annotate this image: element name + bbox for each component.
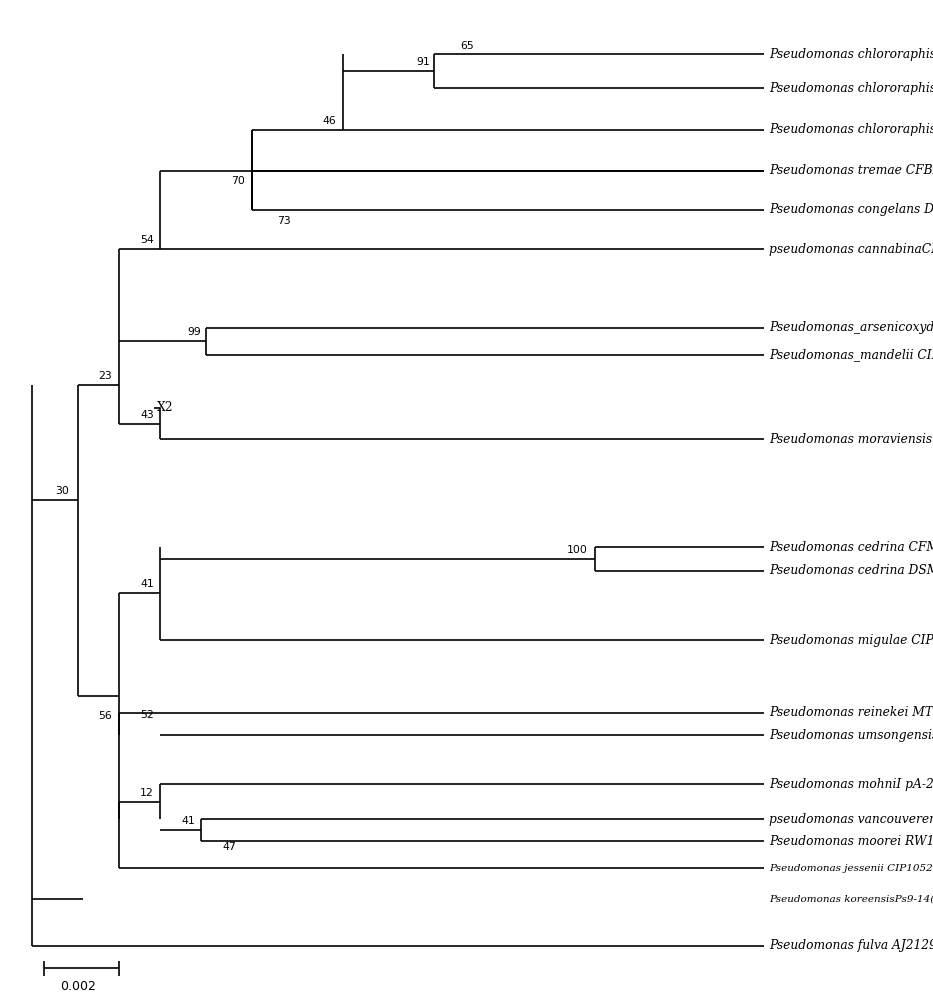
Text: 99: 99 — [188, 327, 202, 337]
Text: 70: 70 — [231, 176, 245, 186]
Text: 56: 56 — [98, 711, 112, 721]
Text: Pseudomonas migulae CIP105470(AF0743830: Pseudomonas migulae CIP105470(AF0743830 — [769, 634, 933, 647]
Text: 47: 47 — [222, 842, 236, 852]
Text: 30: 30 — [55, 486, 69, 496]
Text: pseudomonas vancouverensis DhA-51ATCC700688（AJ011507）: pseudomonas vancouverensis DhA-51ATCC700… — [769, 813, 933, 826]
Text: 41: 41 — [140, 579, 154, 589]
Text: 52: 52 — [140, 710, 154, 720]
Text: Pseudomonas mohniI pA-2（AM293567）: Pseudomonas mohniI pA-2（AM293567） — [769, 778, 933, 791]
Text: 46: 46 — [323, 116, 337, 126]
Text: 0.002: 0.002 — [60, 980, 96, 993]
Text: Pseudomonas umsongensis Ps310（AF468450）: Pseudomonas umsongensis Ps310（AF468450） — [769, 729, 933, 742]
Text: Pseudomonas congelans DSM14939LMG21466P538/23(AJ492828): Pseudomonas congelans DSM14939LMG21466P5… — [769, 203, 933, 216]
Text: Pseudomonas moorei RW10(AM293566): Pseudomonas moorei RW10(AM293566) — [769, 835, 933, 848]
Text: 54: 54 — [140, 235, 154, 245]
Text: Pseudomonas chlororaphis JF3835（FJ168539）: Pseudomonas chlororaphis JF3835（FJ168539… — [769, 48, 933, 61]
Text: 91: 91 — [416, 57, 430, 67]
Text: 12: 12 — [140, 788, 154, 798]
Text: Pseudomonas koreensisPs9-14(AF468452): Pseudomonas koreensisPs9-14(AF468452) — [769, 894, 933, 903]
Text: 73: 73 — [277, 216, 291, 226]
Text: Pseudomonas reinekei MT1（AM293565）: Pseudomonas reinekei MT1（AM293565） — [769, 706, 933, 719]
Text: 43: 43 — [140, 410, 154, 420]
Text: Pseudomonas jessenii CIP105274(AF068259): Pseudomonas jessenii CIP105274(AF068259) — [769, 864, 933, 873]
Text: Pseudomonas fulva AJ2129(AB046996): Pseudomonas fulva AJ2129(AB046996) — [769, 939, 933, 952]
Text: Pseudomonas cedrina CFML96198(AF064461): Pseudomonas cedrina CFML96198(AF064461) — [769, 541, 933, 554]
Text: Pseudomonas chlororaphisNCIB10068（DQ682655）: Pseudomonas chlororaphisNCIB10068（DQ6826… — [769, 82, 933, 95]
Text: 23: 23 — [98, 371, 112, 381]
Text: X2: X2 — [157, 401, 174, 414]
Text: Pseudomonas chlororaphis DSM50083(Z76673): Pseudomonas chlororaphis DSM50083(Z76673… — [769, 123, 933, 136]
Text: Pseudomonas tremae CFBP6111(AJ492826): Pseudomonas tremae CFBP6111(AJ492826) — [769, 164, 933, 177]
Text: 100: 100 — [567, 545, 588, 555]
Text: Pseudomonas cedrina DSM14938LMG21467P515/12(AJ492830): Pseudomonas cedrina DSM14938LMG21467P515… — [769, 564, 933, 577]
Text: Pseudomonas moraviensis CCM7280(AY970952): Pseudomonas moraviensis CCM7280(AY970952… — [769, 433, 933, 446]
Text: 65: 65 — [460, 41, 474, 51]
Text: 41: 41 — [181, 816, 195, 826]
Text: Pseudomonas_arsenicoxydans VC1(FN645213): Pseudomonas_arsenicoxydans VC1(FN645213) — [769, 321, 933, 334]
Text: Pseudomonas_mandelii CIP105273(AF058286）: Pseudomonas_mandelii CIP105273(AF058286） — [769, 348, 933, 361]
Text: pseudomonas cannabinaCFBP2341(AJ492827): pseudomonas cannabinaCFBP2341(AJ492827) — [769, 243, 933, 256]
